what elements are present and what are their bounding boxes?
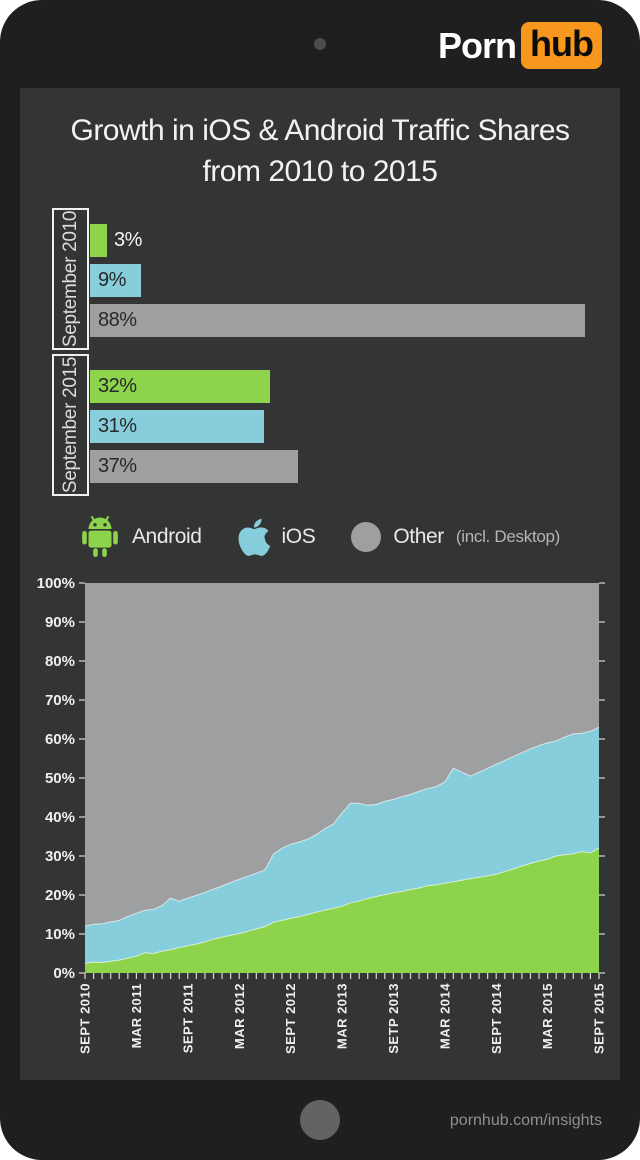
android-area-edge	[84, 847, 600, 964]
bar-group: September 2015 32% 31% 37%	[20, 354, 620, 496]
group-bracket: September 2015	[52, 354, 89, 496]
bar-value-label: 9%	[98, 269, 126, 291]
legend-item-ios: iOS	[238, 516, 316, 558]
y-axis-label: 90%	[45, 614, 75, 631]
x-axis-label: SEPT 2011	[180, 983, 195, 1053]
apple-icon	[238, 518, 270, 556]
group-label: September 2010	[59, 210, 81, 348]
logo-text-porn: Porn	[438, 24, 517, 66]
bar-other: 37%	[90, 450, 298, 483]
x-axis-label: SETP 2013	[386, 983, 401, 1054]
y-axis-label: 30%	[45, 848, 75, 865]
legend-label-android: Android	[131, 525, 202, 548]
home-button	[300, 1100, 340, 1140]
logo-text-hub: hub	[521, 22, 602, 69]
x-axis-label: MAR 2015	[540, 983, 555, 1049]
legend-item-other: Other (incl. Desktop)	[351, 522, 560, 552]
bar-other: 88%	[90, 304, 585, 337]
infographic-panel: Growth in iOS & Android Traffic Shares f…	[20, 88, 620, 1080]
legend: Android iOS Other (incl. Desktop)	[20, 506, 620, 568]
y-axis-label: 20%	[45, 887, 75, 904]
legend-label-other: Other	[393, 525, 444, 548]
legend-label-ios: iOS	[281, 525, 316, 548]
legend-item-android: Android	[80, 514, 202, 560]
group-label: September 2015	[59, 356, 81, 494]
bar-value-label: 32%	[98, 375, 137, 397]
y-axis-label: 80%	[45, 653, 75, 670]
bar-group: September 2010 3% 9% 88%	[20, 208, 620, 350]
ios-area-edge	[84, 726, 600, 927]
y-axis-label: 0%	[53, 965, 75, 982]
android-icon	[82, 516, 118, 557]
y-axis-label: 50%	[45, 770, 75, 787]
y-axis-label: 70%	[45, 692, 75, 709]
area-chart: 0% 10% 20% 30% 40% 50% 60% 70% 80% 90% 100% SEPT 20…	[37, 575, 607, 1054]
camera-icon	[314, 38, 326, 50]
bar-android: 32%	[90, 370, 270, 403]
footer-url: pornhub.com/insights	[449, 1112, 602, 1129]
pornhub-logo: Porn hub	[438, 22, 602, 69]
y-axis-label: 100%	[37, 575, 75, 592]
x-axis-label: SEPT 2012	[283, 983, 298, 1054]
x-axis-label: MAR 2013	[335, 983, 350, 1049]
bar-value-label: 88%	[98, 309, 137, 331]
y-axis-label: 60%	[45, 731, 75, 748]
bar-ios: 9%	[90, 264, 141, 297]
android-area	[85, 848, 599, 973]
x-axis-label: MAR 2014	[437, 983, 452, 1049]
page-title: Growth in iOS & Android Traffic Shares f…	[70, 114, 570, 188]
bar-value-label: 37%	[98, 455, 137, 477]
bar-android: 3%	[90, 224, 142, 257]
x-axis-label: SEPT 2014	[489, 983, 504, 1054]
bar-chart: September 2010 3% 9% 88% September 2015 32% 31…	[20, 208, 620, 498]
bar-value-label: 31%	[98, 415, 137, 437]
bar-ios: 31%	[90, 410, 264, 443]
bar-value-label: 3%	[114, 229, 142, 251]
y-axis-label: 10%	[45, 926, 75, 943]
x-axis-label: SEPT 2010	[78, 983, 93, 1054]
x-axis-label: SEPT 2015	[592, 983, 607, 1054]
x-axis-label: MAR 2011	[129, 983, 144, 1048]
y-axis-label: 40%	[45, 809, 75, 826]
legend-note-other: (incl. Desktop)	[455, 527, 561, 546]
group-bracket: September 2010	[52, 208, 89, 350]
x-axis-label: MAR 2012	[232, 983, 247, 1049]
other-dot-icon	[351, 522, 382, 552]
